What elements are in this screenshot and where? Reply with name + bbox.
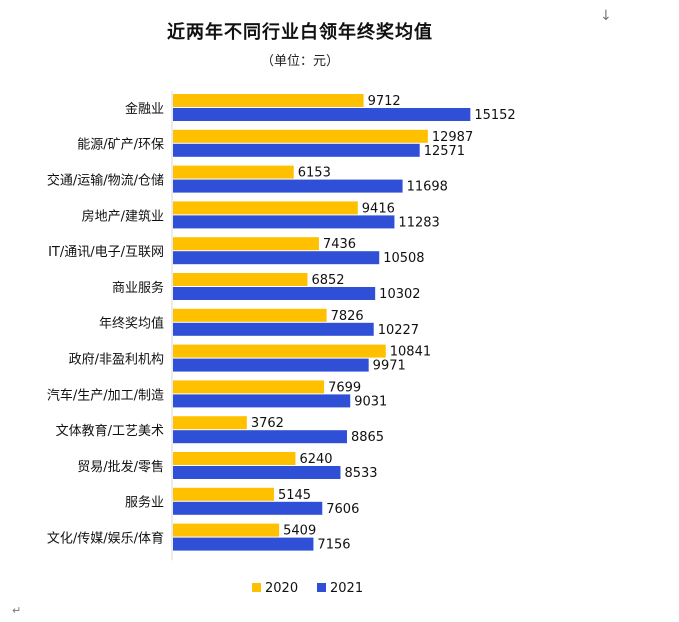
category-label: 汽车/生产/加工/制造 bbox=[47, 387, 164, 403]
bar-2020 bbox=[173, 452, 296, 465]
category-label: 服务业 bbox=[125, 495, 164, 511]
data-label-2020: 5145 bbox=[278, 488, 311, 503]
bar-2021 bbox=[173, 537, 314, 551]
data-label-2021: 10302 bbox=[379, 287, 420, 302]
bar-2021 bbox=[173, 287, 376, 300]
bar-2021 bbox=[173, 251, 380, 265]
bar-2021 bbox=[173, 215, 395, 229]
data-label-2020: 7826 bbox=[331, 309, 364, 324]
bar-2021 bbox=[173, 179, 403, 193]
bar-2021 bbox=[173, 501, 323, 515]
data-label-2020: 9416 bbox=[362, 201, 395, 216]
data-label-2021: 11698 bbox=[407, 180, 448, 195]
bar-2020 bbox=[173, 273, 308, 286]
legend-swatch-2020 bbox=[252, 583, 261, 592]
legend-label-2021: 2021 bbox=[330, 581, 363, 596]
category-label: 房地产/建筑业 bbox=[82, 208, 164, 224]
bar-2020 bbox=[173, 165, 294, 179]
category-label: IT/通讯/电子/互联网 bbox=[48, 245, 164, 260]
data-label-2021: 10227 bbox=[378, 323, 419, 338]
data-label-2021: 9031 bbox=[354, 394, 387, 409]
data-label-2020: 3762 bbox=[251, 416, 284, 431]
legend-swatch-2021 bbox=[317, 583, 326, 592]
category-label: 能源/矿产/环保 bbox=[77, 138, 164, 153]
data-label-2021: 12571 bbox=[424, 144, 465, 159]
bar-2020 bbox=[173, 129, 428, 143]
bar-2021 bbox=[173, 322, 374, 336]
data-label-2020: 7699 bbox=[328, 380, 361, 395]
data-label-2021: 8533 bbox=[344, 466, 377, 481]
data-label-2021: 7156 bbox=[317, 538, 350, 553]
data-label-2021: 9971 bbox=[373, 359, 406, 374]
data-label-2020: 5409 bbox=[283, 524, 316, 539]
category-label: 文体教育/工艺美术 bbox=[56, 423, 164, 439]
bar-2021 bbox=[173, 108, 471, 121]
bar-2021 bbox=[173, 466, 341, 479]
bar-2020 bbox=[173, 201, 358, 215]
down-arrow-icon: ↓ bbox=[600, 8, 612, 24]
category-label: 年终奖均值 bbox=[99, 316, 164, 332]
bar-2020 bbox=[173, 416, 247, 430]
data-label-2020: 6240 bbox=[299, 452, 332, 467]
bar-2021 bbox=[173, 430, 347, 444]
bar-2020 bbox=[173, 344, 386, 358]
category-label: 文化/传媒/娱乐/体育 bbox=[47, 531, 164, 547]
bar-2020 bbox=[173, 523, 280, 537]
data-label-2020: 9712 bbox=[368, 94, 401, 109]
category-label: 贸易/批发/零售 bbox=[77, 459, 164, 475]
data-label-2021: 15152 bbox=[474, 108, 515, 123]
data-label-2021: 11283 bbox=[398, 215, 439, 230]
bar-2020 bbox=[173, 94, 364, 107]
data-label-2020: 12987 bbox=[432, 130, 473, 145]
bar-2021 bbox=[173, 143, 420, 157]
category-label: 金融业 bbox=[125, 101, 164, 117]
bar-2020 bbox=[173, 308, 327, 322]
return-mark-icon: ↵ bbox=[12, 604, 22, 617]
bar-2021 bbox=[173, 358, 369, 372]
category-label: 政府/非盈利机构 bbox=[69, 353, 164, 368]
category-label: 商业服务 bbox=[112, 280, 164, 296]
data-label-2020: 6153 bbox=[298, 166, 331, 181]
data-label-2020: 6852 bbox=[311, 273, 344, 288]
data-label-2020: 10841 bbox=[390, 345, 431, 360]
bar-2020 bbox=[173, 237, 319, 251]
data-label-2020: 7436 bbox=[323, 237, 356, 252]
chart-subtitle: （单位：元） bbox=[260, 54, 339, 69]
legend-label-2020: 2020 bbox=[265, 581, 298, 596]
bar-2020 bbox=[173, 487, 274, 501]
bar-2020 bbox=[173, 380, 325, 394]
bar-2021 bbox=[173, 394, 351, 408]
chart-title: 近两年不同行业白领年终奖均值 bbox=[167, 22, 433, 43]
data-label-2021: 7606 bbox=[326, 502, 359, 517]
data-label-2021: 8865 bbox=[351, 430, 384, 445]
data-label-2021: 10508 bbox=[383, 251, 424, 266]
category-label: 交通/运输/物流/仓储 bbox=[47, 173, 164, 189]
